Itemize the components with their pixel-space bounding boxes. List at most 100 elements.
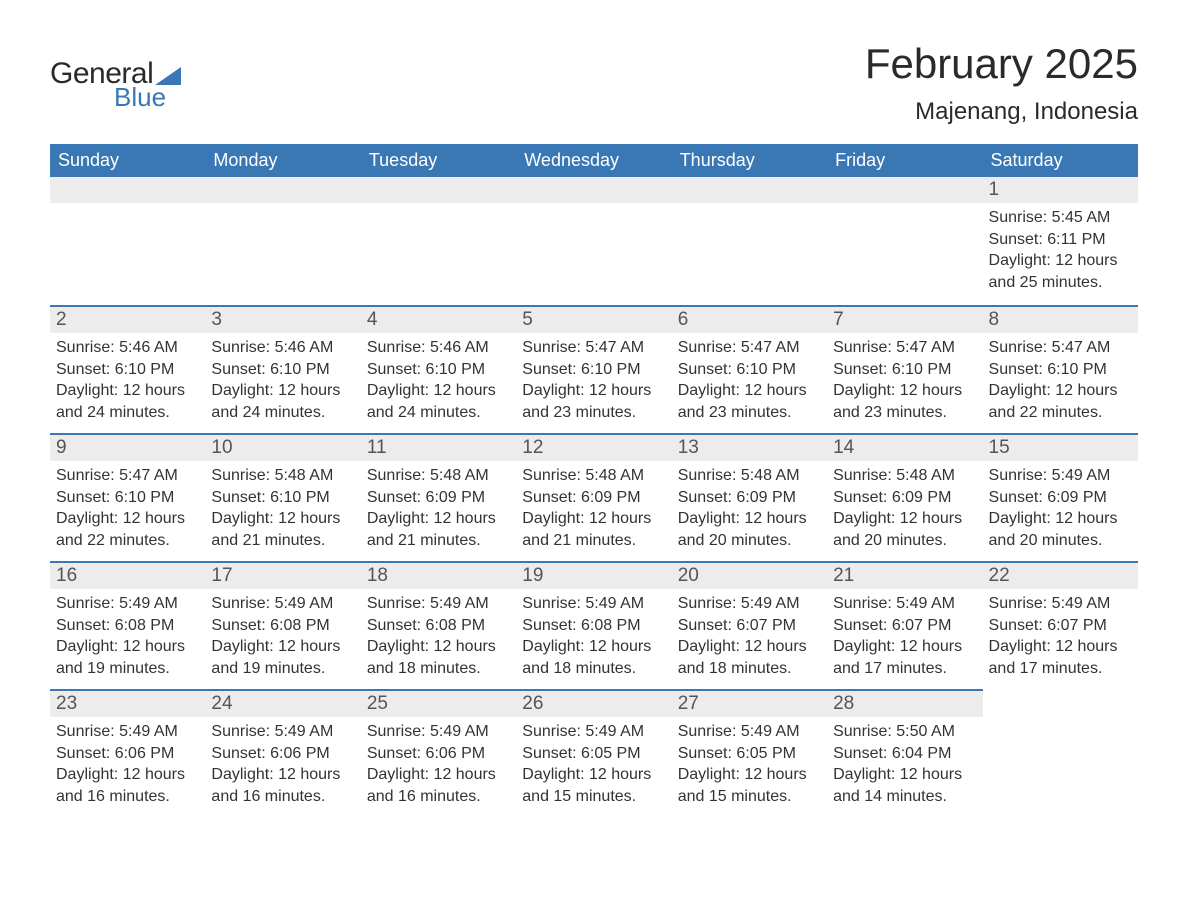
daylight-label-2: and 24 minutes.	[211, 402, 354, 424]
day-number: 10	[205, 433, 360, 461]
brand-logo-text: General Blue	[50, 58, 181, 111]
week-row: 16Sunrise: 5:49 AMSunset: 6:08 PMDayligh…	[50, 561, 1138, 689]
day-number: 5	[516, 305, 671, 333]
sunset-label: Sunset: 6:08 PM	[367, 615, 510, 637]
daylight-label-2: and 18 minutes.	[522, 658, 665, 680]
day-body: Sunrise: 5:48 AMSunset: 6:10 PMDaylight:…	[205, 461, 360, 555]
sunset-label: Sunset: 6:10 PM	[989, 359, 1132, 381]
sunset-label: Sunset: 6:10 PM	[56, 487, 199, 509]
day-cell: 16Sunrise: 5:49 AMSunset: 6:08 PMDayligh…	[50, 561, 205, 689]
title-block: February 2025 Majenang, Indonesia	[865, 40, 1138, 126]
sunrise-label: Sunrise: 5:46 AM	[367, 337, 510, 359]
day-body: Sunrise: 5:47 AMSunset: 6:10 PMDaylight:…	[983, 333, 1138, 427]
week-row: 9Sunrise: 5:47 AMSunset: 6:10 PMDaylight…	[50, 433, 1138, 561]
day-number: 18	[361, 561, 516, 589]
sunset-label: Sunset: 6:08 PM	[211, 615, 354, 637]
sunrise-label: Sunrise: 5:49 AM	[678, 721, 821, 743]
daylight-label-2: and 15 minutes.	[522, 786, 665, 808]
sunset-label: Sunset: 6:07 PM	[833, 615, 976, 637]
sunrise-label: Sunrise: 5:47 AM	[833, 337, 976, 359]
sunrise-label: Sunrise: 5:49 AM	[522, 593, 665, 615]
calendar-header: Sunday Monday Tuesday Wednesday Thursday…	[50, 144, 1138, 177]
daylight-label-1: Daylight: 12 hours	[56, 380, 199, 402]
day-body: Sunrise: 5:49 AMSunset: 6:06 PMDaylight:…	[50, 717, 205, 811]
day-number: 19	[516, 561, 671, 589]
day-cell: 3Sunrise: 5:46 AMSunset: 6:10 PMDaylight…	[205, 305, 360, 433]
sunset-label: Sunset: 6:09 PM	[367, 487, 510, 509]
empty-day	[50, 177, 205, 203]
day-cell: 10Sunrise: 5:48 AMSunset: 6:10 PMDayligh…	[205, 433, 360, 561]
day-number: 23	[50, 689, 205, 717]
day-cell	[672, 177, 827, 305]
day-number: 28	[827, 689, 982, 717]
daylight-label-1: Daylight: 12 hours	[989, 380, 1132, 402]
page-title: February 2025	[865, 40, 1138, 88]
day-body: Sunrise: 5:48 AMSunset: 6:09 PMDaylight:…	[361, 461, 516, 555]
daylight-label-2: and 24 minutes.	[56, 402, 199, 424]
day-cell: 8Sunrise: 5:47 AMSunset: 6:10 PMDaylight…	[983, 305, 1138, 433]
daylight-label-2: and 14 minutes.	[833, 786, 976, 808]
day-number: 27	[672, 689, 827, 717]
day-body: Sunrise: 5:46 AMSunset: 6:10 PMDaylight:…	[50, 333, 205, 427]
week-row: 23Sunrise: 5:49 AMSunset: 6:06 PMDayligh…	[50, 689, 1138, 817]
day-number: 2	[50, 305, 205, 333]
day-cell: 17Sunrise: 5:49 AMSunset: 6:08 PMDayligh…	[205, 561, 360, 689]
day-cell: 24Sunrise: 5:49 AMSunset: 6:06 PMDayligh…	[205, 689, 360, 817]
daylight-label-2: and 16 minutes.	[211, 786, 354, 808]
week-row: 2Sunrise: 5:46 AMSunset: 6:10 PMDaylight…	[50, 305, 1138, 433]
day-cell: 9Sunrise: 5:47 AMSunset: 6:10 PMDaylight…	[50, 433, 205, 561]
sunset-label: Sunset: 6:11 PM	[989, 229, 1132, 251]
daylight-label-2: and 23 minutes.	[678, 402, 821, 424]
sunrise-label: Sunrise: 5:49 AM	[367, 721, 510, 743]
sunrise-label: Sunrise: 5:49 AM	[56, 721, 199, 743]
weekday-monday: Monday	[205, 144, 360, 177]
day-body: Sunrise: 5:49 AMSunset: 6:09 PMDaylight:…	[983, 461, 1138, 555]
day-cell: 21Sunrise: 5:49 AMSunset: 6:07 PMDayligh…	[827, 561, 982, 689]
sunset-label: Sunset: 6:10 PM	[211, 487, 354, 509]
daylight-label-1: Daylight: 12 hours	[522, 380, 665, 402]
sunset-label: Sunset: 6:10 PM	[56, 359, 199, 381]
empty-day	[672, 177, 827, 203]
day-body: Sunrise: 5:48 AMSunset: 6:09 PMDaylight:…	[516, 461, 671, 555]
day-number: 9	[50, 433, 205, 461]
day-body: Sunrise: 5:45 AMSunset: 6:11 PMDaylight:…	[983, 203, 1138, 297]
day-body: Sunrise: 5:49 AMSunset: 6:07 PMDaylight:…	[827, 589, 982, 683]
daylight-label-2: and 20 minutes.	[833, 530, 976, 552]
day-cell: 20Sunrise: 5:49 AMSunset: 6:07 PMDayligh…	[672, 561, 827, 689]
daylight-label-1: Daylight: 12 hours	[367, 636, 510, 658]
day-body: Sunrise: 5:49 AMSunset: 6:07 PMDaylight:…	[983, 589, 1138, 683]
day-body: Sunrise: 5:49 AMSunset: 6:05 PMDaylight:…	[516, 717, 671, 811]
day-number: 7	[827, 305, 982, 333]
day-cell: 11Sunrise: 5:48 AMSunset: 6:09 PMDayligh…	[361, 433, 516, 561]
day-number: 12	[516, 433, 671, 461]
day-cell: 2Sunrise: 5:46 AMSunset: 6:10 PMDaylight…	[50, 305, 205, 433]
daylight-label-2: and 23 minutes.	[833, 402, 976, 424]
sunset-label: Sunset: 6:10 PM	[367, 359, 510, 381]
empty-day	[205, 177, 360, 203]
weekday-tuesday: Tuesday	[361, 144, 516, 177]
day-number: 3	[205, 305, 360, 333]
day-number: 20	[672, 561, 827, 589]
sunset-label: Sunset: 6:07 PM	[989, 615, 1132, 637]
daylight-label-2: and 19 minutes.	[56, 658, 199, 680]
sunrise-label: Sunrise: 5:46 AM	[56, 337, 199, 359]
sunset-label: Sunset: 6:04 PM	[833, 743, 976, 765]
daylight-label-2: and 20 minutes.	[989, 530, 1132, 552]
daylight-label-1: Daylight: 12 hours	[833, 380, 976, 402]
daylight-label-2: and 17 minutes.	[989, 658, 1132, 680]
daylight-label-2: and 23 minutes.	[522, 402, 665, 424]
sunset-label: Sunset: 6:10 PM	[522, 359, 665, 381]
daylight-label-2: and 22 minutes.	[989, 402, 1132, 424]
day-cell: 15Sunrise: 5:49 AMSunset: 6:09 PMDayligh…	[983, 433, 1138, 561]
sunrise-label: Sunrise: 5:49 AM	[211, 593, 354, 615]
day-cell	[983, 689, 1138, 817]
day-body: Sunrise: 5:49 AMSunset: 6:08 PMDaylight:…	[50, 589, 205, 683]
daylight-label-2: and 16 minutes.	[367, 786, 510, 808]
sunset-label: Sunset: 6:09 PM	[678, 487, 821, 509]
day-number: 21	[827, 561, 982, 589]
location-label: Majenang, Indonesia	[865, 98, 1138, 126]
sunset-label: Sunset: 6:10 PM	[833, 359, 976, 381]
daylight-label-1: Daylight: 12 hours	[367, 764, 510, 786]
daylight-label-2: and 24 minutes.	[367, 402, 510, 424]
day-cell	[361, 177, 516, 305]
